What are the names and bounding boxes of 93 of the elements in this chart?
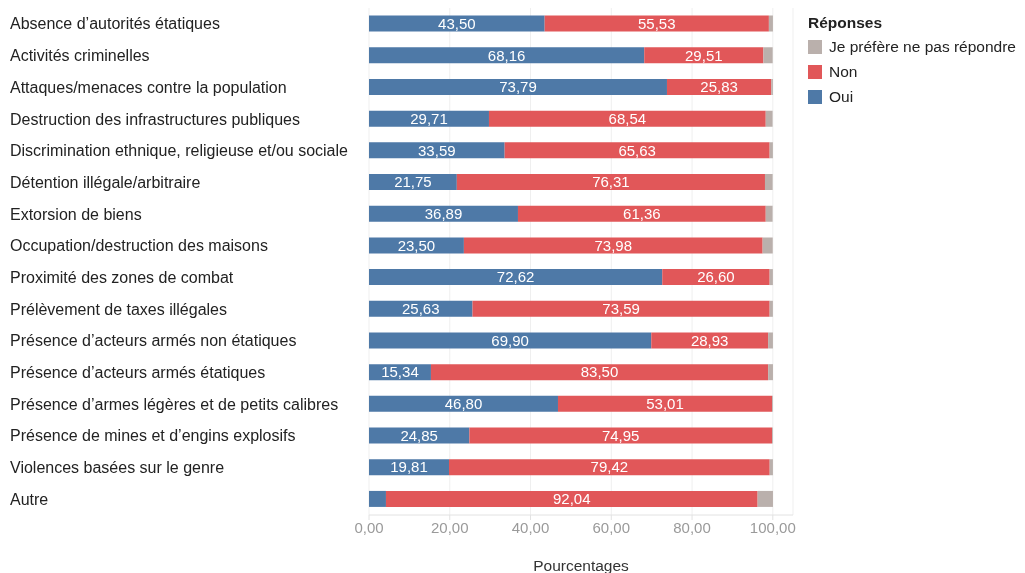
bar [456,174,765,191]
y-tick-label: Présence d’acteurs armés non étatiques [10,332,297,350]
bar [517,205,766,222]
y-tick-label: Occupation/destruction des maisons [10,237,268,255]
bar [369,332,652,349]
bar [762,237,773,254]
bar [769,142,773,159]
bar [768,15,773,32]
bar [448,459,770,476]
data-label: 53,01 [646,395,684,413]
bar [504,142,770,159]
data-label: 25,63 [401,300,440,318]
bar [430,364,769,381]
bar [644,47,764,64]
data-label: 73,59 [602,300,640,318]
data-label: 73,98 [594,236,633,254]
bar [369,110,489,127]
bar [769,269,773,286]
bar [768,332,773,349]
bar [765,205,773,222]
data-label: 83,50 [580,363,619,381]
bar [369,490,386,507]
x-tick-label: 0,00 [354,518,384,536]
bar [369,142,505,159]
y-tick-label: Extorsion de biens [10,205,142,223]
bar [369,15,545,32]
bar [764,174,773,191]
bar [472,300,770,317]
data-label: 68,54 [608,109,647,127]
data-label: 76,31 [592,173,630,191]
data-label: 33,59 [418,141,456,159]
data-label: 21,75 [394,173,432,191]
bar [385,490,758,507]
bar [769,459,773,476]
data-label: 92,04 [553,490,591,508]
y-tick-label: Présence d’acteurs armés étatiques [10,364,266,382]
y-tick-label: Proximité des zones de combat [10,268,234,286]
data-label: 19,81 [390,458,428,476]
data-label: 46,80 [444,395,483,413]
legend-label: Je préfère ne pas répondre [829,37,1016,56]
y-tick-label: Prélèvement de taxes illégales [10,300,228,318]
data-label: 74,95 [601,426,640,444]
data-label: 79,42 [590,458,629,476]
x-tick-label: 40,00 [511,518,550,536]
bar [768,364,773,381]
y-tick-label: Présence de mines et d’engins explosifs [10,427,296,445]
data-label: 28,93 [690,331,729,349]
data-label: 43,50 [438,14,476,32]
bar [488,110,766,127]
x-tick-label: 60,00 [592,518,631,536]
y-tick-label: Absence d’autorités étatiques [10,15,220,33]
data-label: 25,83 [700,78,738,96]
y-tick-label: Attaques/menaces contre la population [10,78,287,96]
y-tick-label: Activités criminelles [10,47,150,65]
data-label: 36,89 [424,204,463,222]
y-tick-label: Discrimination ethnique, religieuse et/ou sociale [10,142,349,160]
bar [369,395,558,412]
y-tick-label: Présence d’armes légères et de petits calibres [10,395,339,413]
legend-title: Réponses [808,13,884,33]
data-label: 65,63 [618,141,656,159]
bar [369,205,518,222]
data-label: 69,90 [491,331,529,349]
y-tick-label: Violences basées sur le genre [10,459,225,477]
bar [369,78,667,95]
data-label: 29,51 [685,46,723,64]
bar [463,237,763,254]
y-tick-label: Destruction des infrastructures publiques [10,110,300,128]
x-tick-label: 20,00 [430,518,469,536]
data-label: 72,62 [496,268,535,286]
data-label: 24,85 [400,426,438,444]
bar [544,15,769,32]
data-label: 68,16 [487,46,526,64]
data-label: 73,79 [499,78,537,96]
x-tick-label: 100,00 [749,518,796,536]
legend-label: Oui [829,87,854,106]
data-label: 15,34 [381,363,419,381]
x-tick-label: 80,00 [673,518,711,536]
data-label: 55,53 [638,14,676,32]
bar [369,47,645,64]
data-label: 26,60 [697,268,735,286]
bar [469,427,772,444]
data-label: 23,50 [397,236,436,254]
y-tick-label: Autre [10,490,49,508]
bar [769,300,773,317]
bar [557,395,773,412]
legend-label: Non [829,62,858,81]
bar [763,47,773,64]
bar [765,110,773,127]
bar [369,269,663,286]
data-label: 61,36 [623,204,661,222]
bar [757,490,773,507]
data-label: 29,71 [410,109,448,127]
y-tick-label: Détention illégale/arbitraire [10,173,201,191]
